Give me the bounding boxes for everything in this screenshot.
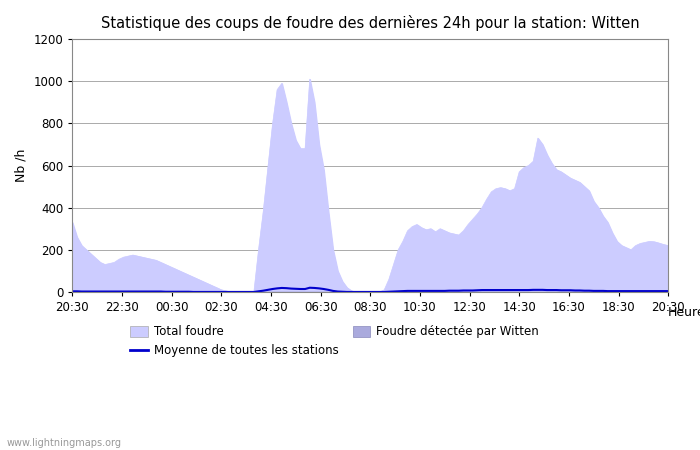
Y-axis label: Nb /h: Nb /h [15,149,28,182]
Text: www.lightningmaps.org: www.lightningmaps.org [7,438,122,448]
Title: Statistique des coups de foudre des dernières 24h pour la station: Witten: Statistique des coups de foudre des dern… [101,15,640,31]
Legend: Total foudre, Moyenne de toutes les stations, Foudre détectée par Witten: Total foudre, Moyenne de toutes les stat… [125,320,544,362]
X-axis label: Heure: Heure [667,306,700,319]
